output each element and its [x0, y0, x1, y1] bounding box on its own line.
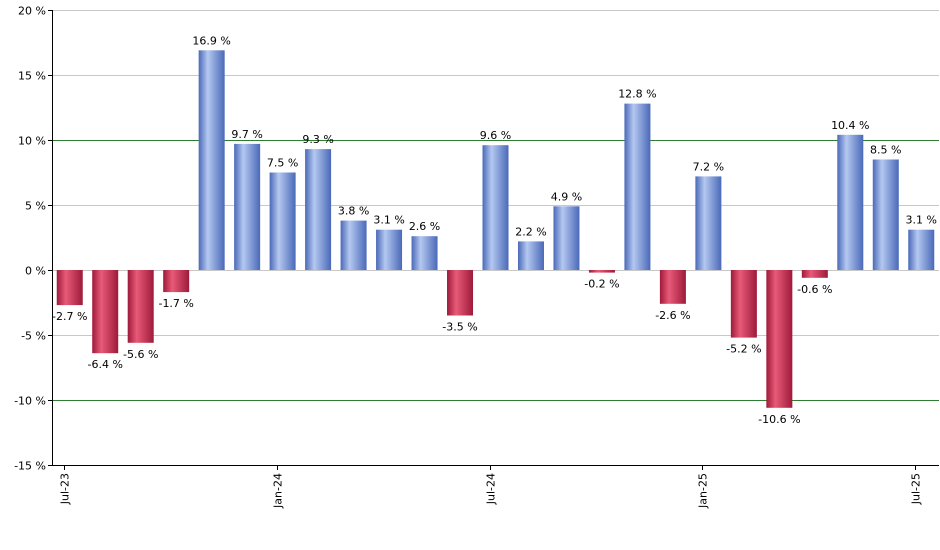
- bar-value-label: 4.9 %: [551, 190, 582, 203]
- bar-value-label: 10.4 %: [831, 119, 869, 132]
- bar: [659, 270, 686, 304]
- bars: [56, 50, 935, 408]
- bar: [517, 241, 544, 270]
- bar-value-label: -6.4 %: [88, 358, 123, 371]
- bar: [269, 172, 296, 270]
- bar-value-label: -5.2 %: [726, 343, 761, 356]
- y-tick-label: 5 %: [25, 200, 46, 213]
- bar-value-label: 9.7 %: [231, 128, 262, 141]
- bar-value-label: 8.5 %: [870, 144, 901, 157]
- bar: [305, 149, 332, 270]
- bar: [376, 229, 403, 270]
- bar-value-label: -3.5 %: [442, 321, 477, 334]
- bar: [695, 176, 722, 270]
- bar: [872, 159, 899, 270]
- bar-value-label: 7.2 %: [693, 160, 724, 173]
- bar: [127, 270, 154, 343]
- bar-value-label: -2.7 %: [52, 310, 87, 323]
- bar: [624, 103, 651, 270]
- bar: [766, 270, 793, 408]
- bar-value-label: 7.5 %: [267, 157, 298, 170]
- bar: [553, 206, 580, 270]
- x-tick-label: Jul-25: [910, 473, 923, 505]
- bar-value-label: 9.3 %: [302, 133, 333, 146]
- bar: [198, 50, 225, 270]
- y-tick-label: 15 %: [18, 70, 46, 83]
- y-tick-label: -15 %: [14, 460, 46, 473]
- bar-value-label: 12.8 %: [618, 88, 656, 101]
- y-tick-label: -5 %: [21, 330, 46, 343]
- y-tick-label: -10 %: [14, 395, 46, 408]
- bar-value-label: 3.1 %: [373, 214, 404, 227]
- bar: [730, 270, 757, 338]
- y-tick-label: 10 %: [18, 135, 46, 148]
- bar: [234, 143, 261, 270]
- bar-value-label: 2.6 %: [409, 220, 440, 233]
- bar: [56, 270, 83, 306]
- bar: [340, 220, 367, 270]
- bar: [92, 270, 119, 354]
- bar: [588, 270, 615, 273]
- y-tick-label: 20 %: [18, 5, 46, 18]
- x-tick-label: Jan-24: [272, 473, 285, 509]
- bar-value-label: -0.6 %: [797, 283, 832, 296]
- bar: [482, 145, 509, 270]
- bar-value-label: -0.2 %: [584, 278, 619, 291]
- data-labels: -2.7 % -6.4 %-5.6 % -1.7 % 16.9 % 9.7 % 7.5 %…: [52, 34, 937, 426]
- x-tick-label: Jan-25: [697, 473, 710, 509]
- bar-value-label: -10.6 %: [758, 413, 800, 426]
- bar: [837, 134, 864, 270]
- y-tick-label: 0 %: [25, 265, 46, 278]
- bar: [908, 229, 935, 270]
- bar-value-label: -1.7 %: [158, 297, 193, 310]
- bar: [163, 270, 190, 293]
- bar: [447, 270, 474, 316]
- bar: [411, 236, 438, 270]
- bar-value-label: -2.6 %: [655, 309, 690, 322]
- x-tick-label: Jul-23: [59, 473, 72, 505]
- bar-value-label: 3.1 %: [906, 214, 937, 227]
- x-tick-label: Jul-24: [485, 473, 498, 505]
- bar-value-label: -5.6 %: [123, 348, 158, 361]
- bar-value-label: 9.6 %: [480, 129, 511, 142]
- axes: 20 % 15 % 10 % 5 % 0 % -5 % -10 % -15 % Jul-23 Ja…: [14, 5, 939, 509]
- bar-value-label: 2.2 %: [515, 225, 546, 238]
- bar-value-label: 3.8 %: [338, 205, 369, 218]
- bar-value-label: 16.9 %: [192, 34, 230, 47]
- bar: [801, 270, 828, 278]
